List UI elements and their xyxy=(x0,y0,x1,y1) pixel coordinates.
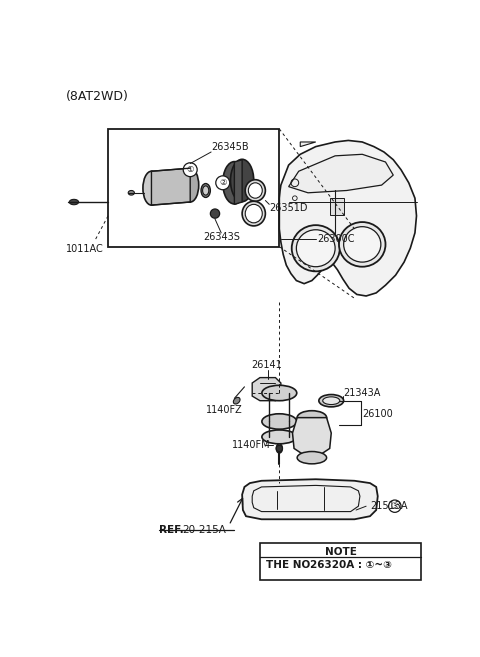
Polygon shape xyxy=(279,141,417,296)
Text: 21343A: 21343A xyxy=(343,388,380,398)
Polygon shape xyxy=(242,479,378,519)
Ellipse shape xyxy=(319,395,344,407)
Text: 20-215A: 20-215A xyxy=(182,526,227,535)
Text: 1140FZ: 1140FZ xyxy=(206,405,242,415)
Ellipse shape xyxy=(69,199,79,205)
Text: 26343S: 26343S xyxy=(204,232,240,242)
Ellipse shape xyxy=(262,414,297,429)
Ellipse shape xyxy=(245,180,265,201)
Text: 26100: 26100 xyxy=(362,409,393,419)
Polygon shape xyxy=(292,418,331,458)
Text: 26320A : ①~③: 26320A : ①~③ xyxy=(311,560,392,570)
Ellipse shape xyxy=(181,168,199,202)
Circle shape xyxy=(216,176,230,190)
Text: REF.: REF. xyxy=(159,526,184,535)
Ellipse shape xyxy=(233,397,240,404)
Ellipse shape xyxy=(223,162,246,204)
Ellipse shape xyxy=(143,171,160,205)
Text: 1011AC: 1011AC xyxy=(66,244,104,254)
Circle shape xyxy=(389,500,401,512)
Ellipse shape xyxy=(245,204,262,223)
Polygon shape xyxy=(152,168,190,205)
Ellipse shape xyxy=(242,201,265,226)
Ellipse shape xyxy=(297,411,326,424)
Text: 26351D: 26351D xyxy=(269,203,308,214)
Ellipse shape xyxy=(339,222,385,267)
Polygon shape xyxy=(288,154,393,193)
Text: ①: ① xyxy=(186,165,194,174)
Polygon shape xyxy=(300,142,316,147)
Text: (8AT2WD): (8AT2WD) xyxy=(66,89,129,102)
Bar xyxy=(330,198,344,215)
Ellipse shape xyxy=(128,191,134,195)
Bar xyxy=(260,543,421,580)
Ellipse shape xyxy=(344,227,381,262)
Text: NOTE: NOTE xyxy=(324,547,357,557)
Ellipse shape xyxy=(276,444,282,453)
Text: THE NO.: THE NO. xyxy=(266,560,314,570)
Ellipse shape xyxy=(230,159,254,202)
Text: 21513A: 21513A xyxy=(370,501,408,511)
Text: 26345B: 26345B xyxy=(211,142,249,152)
Text: 26141: 26141 xyxy=(252,360,282,370)
Ellipse shape xyxy=(262,385,297,401)
Ellipse shape xyxy=(262,430,297,444)
Text: ②: ② xyxy=(219,178,227,187)
Ellipse shape xyxy=(292,225,340,271)
Text: 1140FM: 1140FM xyxy=(232,440,271,449)
Circle shape xyxy=(183,163,197,177)
Ellipse shape xyxy=(201,183,210,197)
Text: ③: ③ xyxy=(391,502,399,510)
Polygon shape xyxy=(252,378,281,401)
Ellipse shape xyxy=(203,186,209,195)
Text: 26300C: 26300C xyxy=(317,234,355,244)
Ellipse shape xyxy=(296,230,335,267)
Ellipse shape xyxy=(248,183,262,198)
Ellipse shape xyxy=(297,451,326,464)
Bar xyxy=(108,129,279,246)
Polygon shape xyxy=(234,160,242,204)
Circle shape xyxy=(210,209,220,218)
Ellipse shape xyxy=(323,397,340,405)
Circle shape xyxy=(276,445,282,451)
